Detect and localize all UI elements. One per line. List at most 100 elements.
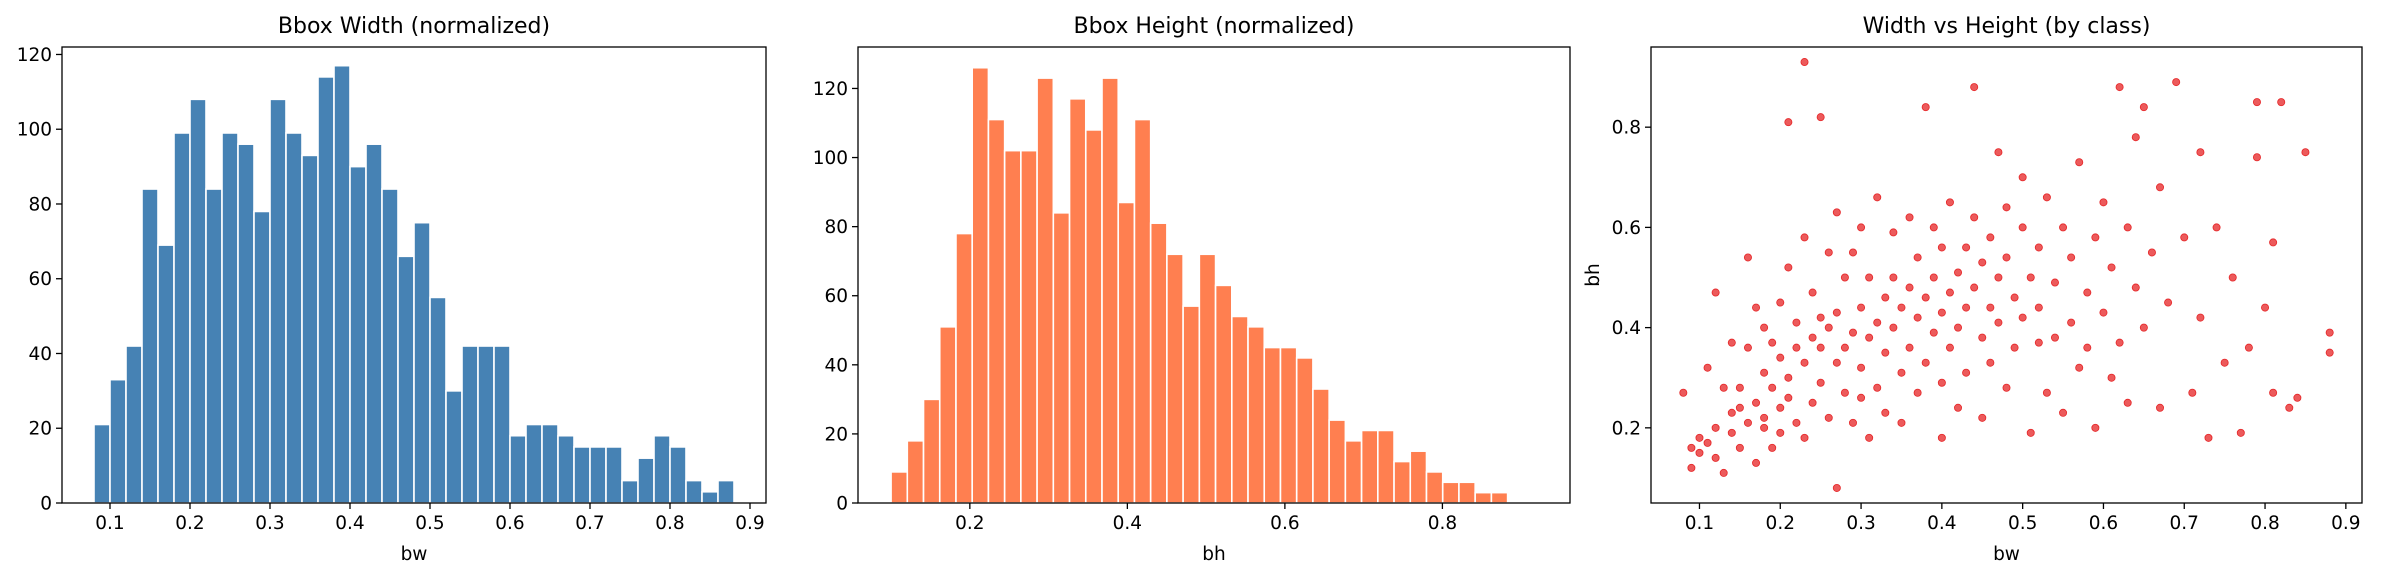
scatter-point bbox=[2220, 358, 2229, 367]
histogram-bar bbox=[1279, 346, 1298, 504]
x-tick-label: 0.6 bbox=[1270, 513, 1299, 534]
histogram-bar bbox=[1247, 326, 1266, 504]
scatter-point bbox=[1800, 358, 1809, 367]
y-tick-label: 20 bbox=[824, 424, 848, 445]
scatter-point bbox=[2131, 283, 2140, 292]
histogram-bar bbox=[1328, 419, 1347, 504]
histogram-bar bbox=[509, 434, 527, 504]
scatter-point bbox=[1873, 193, 1882, 202]
scatter-point bbox=[1679, 388, 1688, 397]
scatter-point bbox=[2034, 243, 2043, 252]
scatter-point bbox=[2026, 428, 2035, 437]
y-tick-label: 120 bbox=[17, 45, 52, 66]
scatter-point bbox=[2091, 423, 2100, 432]
histogram-bar bbox=[413, 221, 431, 504]
scatter-point bbox=[1937, 308, 1946, 317]
scatter-point bbox=[2228, 273, 2237, 282]
x-tick-label: 0.2 bbox=[1766, 513, 1795, 534]
scatter-point bbox=[2067, 253, 2076, 262]
scatter-point bbox=[1848, 248, 1857, 257]
scatter-point bbox=[2107, 373, 2116, 382]
scatter-point bbox=[2180, 233, 2189, 242]
scatter-point bbox=[1986, 303, 1995, 312]
scatter-point bbox=[1929, 223, 1938, 232]
histogram-bar bbox=[1003, 149, 1022, 504]
scatter-point bbox=[1978, 413, 1987, 422]
scatter-point bbox=[2325, 328, 2334, 337]
scatter-point bbox=[1840, 273, 1849, 282]
y-tick-label: 60 bbox=[824, 286, 848, 307]
scatter-point bbox=[2115, 83, 2124, 92]
scatter-point bbox=[1711, 423, 1720, 432]
scatter-point bbox=[1994, 273, 2003, 282]
histogram-bar bbox=[445, 390, 463, 504]
histogram-bar bbox=[477, 345, 495, 504]
scatter-point bbox=[1768, 443, 1777, 452]
histogram-bar bbox=[1490, 491, 1509, 504]
scatter-point bbox=[1792, 418, 1801, 427]
scatter-point bbox=[1889, 323, 1898, 332]
scatter-point bbox=[1711, 288, 1720, 297]
chart-title: Bbox Width (normalized) bbox=[278, 14, 550, 39]
histogram-bar bbox=[317, 76, 335, 504]
x-tick-label: 0.3 bbox=[1846, 513, 1875, 534]
histogram-bar bbox=[1377, 429, 1395, 504]
scatter-point bbox=[1743, 343, 1752, 352]
histogram-bar bbox=[1166, 253, 1184, 504]
scatter-point bbox=[1719, 383, 1728, 392]
scatter-point bbox=[1752, 398, 1761, 407]
x-axis-label: bw bbox=[1993, 544, 2020, 565]
histogram-bar bbox=[173, 132, 191, 504]
scatter-point bbox=[1776, 428, 1785, 437]
x-tick-label: 0.5 bbox=[415, 513, 444, 534]
x-tick-label: 0.8 bbox=[655, 513, 684, 534]
scatter-point bbox=[1832, 308, 1841, 317]
scatter-point bbox=[1735, 443, 1744, 452]
scatter-point bbox=[1913, 313, 1922, 322]
scatter-point bbox=[1800, 58, 1809, 67]
scatter-point bbox=[1784, 118, 1793, 127]
histogram-bar bbox=[461, 345, 479, 504]
histogram-bar bbox=[1425, 471, 1444, 504]
x-tick-label: 0.2 bbox=[955, 513, 984, 534]
histogram-bar bbox=[1198, 253, 1217, 504]
scatter-point bbox=[1929, 328, 1938, 337]
scatter-point bbox=[1832, 358, 1841, 367]
scatter-point bbox=[1703, 363, 1712, 372]
histogram-bar bbox=[605, 446, 623, 504]
scatter-point bbox=[2325, 348, 2334, 357]
x-tick-label: 0.9 bbox=[2331, 513, 2360, 534]
scatter-point bbox=[1905, 213, 1914, 222]
histogram-bar bbox=[253, 210, 271, 504]
scatter-point bbox=[1848, 418, 1857, 427]
scatter-point bbox=[1816, 113, 1825, 122]
scatter-point bbox=[1937, 433, 1946, 442]
scatter-point bbox=[1816, 313, 1825, 322]
histogram-bar bbox=[637, 457, 655, 504]
scatter-point bbox=[1857, 393, 1866, 402]
plot-frame bbox=[1650, 46, 2363, 504]
plot-frame bbox=[61, 46, 767, 504]
scatter-point bbox=[1743, 253, 1752, 262]
scatter-point bbox=[1889, 273, 1898, 282]
x-tick-label: 0.3 bbox=[255, 513, 284, 534]
scatter-point bbox=[2034, 338, 2043, 347]
scatter-point bbox=[2269, 388, 2278, 397]
histogram-bar bbox=[890, 471, 909, 504]
scatter-point bbox=[2042, 193, 2051, 202]
scatter-point bbox=[1760, 423, 1769, 432]
histogram-bar bbox=[541, 423, 559, 504]
histogram-bar bbox=[1117, 201, 1136, 504]
y-tick-label: 80 bbox=[28, 194, 52, 215]
scatter-point bbox=[2261, 303, 2270, 312]
scatter-point bbox=[1752, 458, 1761, 467]
histogram-bar bbox=[157, 244, 175, 504]
scatter-point bbox=[1889, 228, 1898, 237]
scatter-point bbox=[1905, 343, 1914, 352]
scatter-point bbox=[1735, 383, 1744, 392]
scatter-point bbox=[1760, 368, 1769, 377]
histogram-bar bbox=[1263, 346, 1282, 504]
histogram-bar bbox=[906, 440, 925, 504]
scatter-point bbox=[1832, 483, 1841, 492]
scatter-point bbox=[1687, 443, 1696, 452]
